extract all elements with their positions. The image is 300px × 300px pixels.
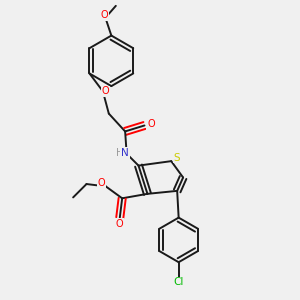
Text: O: O [100,11,108,20]
Text: Cl: Cl [173,278,184,287]
Text: S: S [174,153,181,163]
Text: H: H [116,148,123,158]
Text: O: O [116,219,124,229]
Text: O: O [147,119,155,129]
Text: O: O [101,86,109,96]
Text: O: O [98,178,105,188]
Text: N: N [121,148,129,158]
